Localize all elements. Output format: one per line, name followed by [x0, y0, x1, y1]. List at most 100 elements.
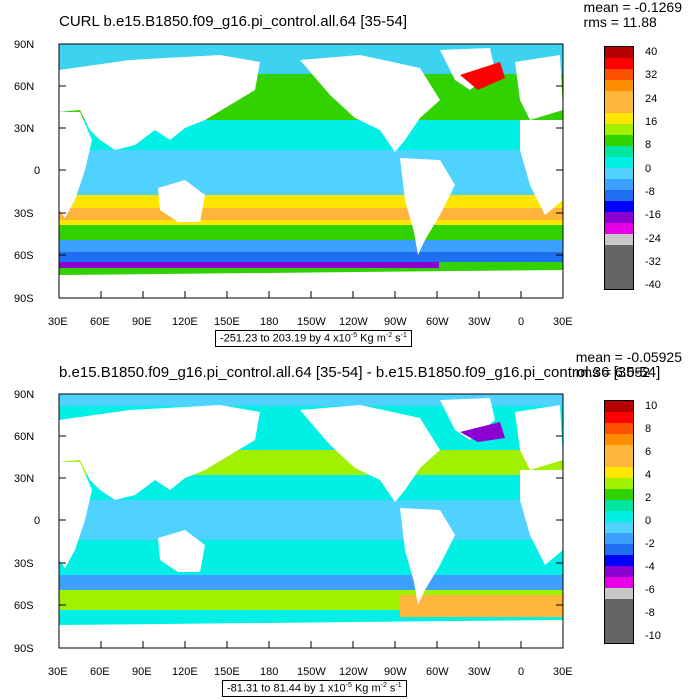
lon-label: 150W	[297, 666, 326, 678]
stats-block: mean = -0.05925 rms = 6.052	[576, 350, 682, 380]
colorbar-label: 6	[645, 446, 652, 458]
range-label: -251.23 to 203.19 by 4 x10-5 Kg m-2 s-1	[215, 330, 412, 347]
lon-label: 90W	[384, 316, 407, 328]
colorbar-swatch	[605, 588, 633, 599]
panel-title: CURL b.e15.B1850.f09_g16.pi_control.all.…	[59, 13, 408, 30]
lon-label: 150W	[297, 316, 326, 328]
colorbar-label: -32	[645, 256, 661, 268]
lon-label: 90E	[132, 666, 152, 678]
lon-label: 30E	[553, 316, 573, 328]
colorbar-swatch	[605, 434, 633, 445]
lon-label: 120W	[339, 666, 368, 678]
ocean-band	[59, 252, 563, 262]
colorbar-swatch	[605, 577, 633, 588]
lat-label: 30S	[14, 208, 34, 220]
lat-label: 90N	[14, 39, 34, 51]
colorbar-swatch	[605, 80, 633, 91]
colorbar-label: -8	[645, 607, 655, 619]
colorbar-label: 10	[645, 400, 658, 412]
colorbar-swatch	[605, 423, 633, 434]
colorbar	[604, 46, 634, 290]
lon-label: 30E	[48, 316, 68, 328]
range-tail-exp: -1	[395, 682, 402, 689]
colorbar-label: -24	[645, 233, 661, 245]
land-masses	[59, 398, 563, 648]
lat-axis	[59, 393, 563, 606]
australia-land	[158, 530, 205, 572]
lat-label: 90N	[14, 389, 34, 401]
lon-label: 60W	[426, 666, 449, 678]
colorbar-label: -16	[645, 209, 661, 221]
colorbar-swatch	[605, 91, 633, 102]
lon-label: 60E	[90, 666, 110, 678]
colorbar-label: 24	[645, 93, 658, 105]
lon-label: 60W	[426, 316, 449, 328]
colorbar-label: 0	[645, 163, 652, 175]
colorbar-swatch	[605, 621, 633, 632]
lon-label: 150E	[214, 666, 240, 678]
colorbar-swatch	[605, 58, 633, 69]
colorbar-swatch	[605, 47, 633, 58]
colorbar-label: 2	[645, 492, 652, 504]
lon-label: 30E	[48, 666, 68, 678]
colorbar-swatch	[605, 69, 633, 80]
europe-land	[515, 405, 563, 470]
africa-east-land	[520, 470, 563, 565]
mean-value: mean = -0.05925	[575, 349, 682, 365]
colorbar-label: -8	[645, 186, 655, 198]
lat-label: 0	[34, 165, 40, 177]
colorbar	[604, 400, 634, 644]
lat-label: 30N	[14, 123, 34, 135]
lon-label: 120W	[339, 316, 368, 328]
range-exp: -5	[345, 682, 352, 689]
ocean-band	[59, 262, 439, 268]
lon-label: 0	[518, 316, 524, 328]
range-units: Kg m	[351, 682, 381, 695]
colorbar-swatch	[605, 179, 633, 190]
colorbar-label: 0	[645, 515, 652, 527]
lon-axis	[58, 291, 564, 298]
colorbar-swatch	[605, 157, 633, 168]
colorbar-swatch	[605, 168, 633, 179]
colorbar-label: -10	[645, 630, 661, 642]
colorbar-swatch	[605, 632, 633, 643]
colorbar-swatch	[605, 610, 633, 621]
colorbar-label: 4	[645, 469, 652, 481]
lat-label: 30S	[14, 558, 34, 570]
lon-label: 120E	[172, 316, 198, 328]
lat-label: 60N	[14, 431, 34, 443]
south-america-land	[400, 508, 455, 605]
colorbar-label: -40	[645, 279, 661, 291]
rms-value: rms = 6.052	[575, 364, 651, 380]
colorbar-swatch	[605, 401, 633, 412]
colorbar-swatch	[605, 102, 633, 113]
lat-axis	[59, 43, 563, 256]
colorbar-swatch	[605, 456, 633, 467]
colorbar-swatch	[605, 113, 633, 124]
lon-label: 180	[260, 666, 278, 678]
colorbar-swatch	[605, 555, 633, 566]
mean-value: mean = -0.1269	[583, 0, 682, 15]
ocean-band	[59, 394, 563, 406]
range-exp: -5	[350, 332, 358, 339]
colorbar-swatch	[605, 599, 633, 610]
colorbar-swatch	[605, 278, 633, 289]
north-america-land	[300, 405, 440, 502]
eurasia-land	[59, 405, 260, 500]
colorbar-label: -6	[645, 584, 655, 596]
lat-labels: 90N 60N 30N 0 30S 60S 90S	[14, 389, 40, 655]
map-plot: 90N 60N 30N 0 30S 60S 90S 30E 60E 90E 12…	[14, 389, 573, 678]
colorbar-swatch	[605, 522, 633, 533]
lat-label: 90S	[14, 643, 34, 655]
colorbar-swatch	[605, 533, 633, 544]
colorbar-label: 8	[645, 139, 652, 151]
map-plot: 90N 60N 30N 0 30S 60S 90S 30E 60E 90E 12…	[14, 39, 573, 328]
range-units-exp: -2	[380, 682, 387, 689]
colorbar-swatch	[605, 146, 633, 157]
ocean-band	[59, 500, 563, 540]
hotspot	[460, 62, 505, 90]
rms-value: rms = 11.88	[583, 14, 657, 30]
colorbar-swatch	[605, 223, 633, 234]
africa-east-land	[520, 120, 563, 215]
colorbar-label: -4	[645, 561, 655, 573]
